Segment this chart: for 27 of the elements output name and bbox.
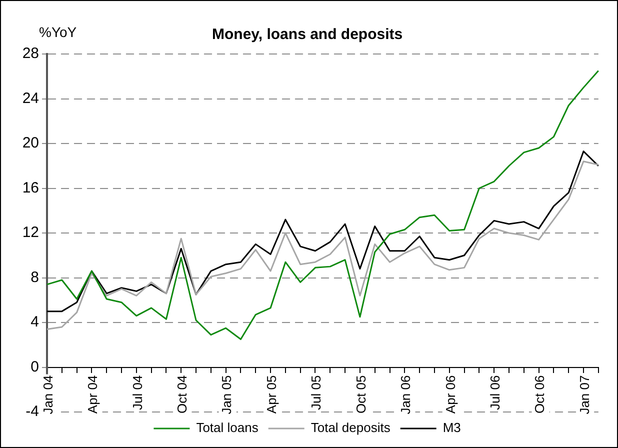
x-tick-label: Jan 07 xyxy=(576,375,592,414)
y-tick-label: -4 xyxy=(26,403,39,420)
y-tick-label: 24 xyxy=(22,90,39,107)
legend-label: M3 xyxy=(442,420,461,436)
x-tick-label: Apr 05 xyxy=(264,375,279,414)
legend-label: Total deposits xyxy=(310,420,391,436)
x-tick-label: Jan 06 xyxy=(398,375,414,414)
x-tick-label: Jul 04 xyxy=(130,375,145,410)
y-tick-label: 12 xyxy=(22,224,39,242)
x-tick-label: Apr 06 xyxy=(442,375,458,414)
x-tick-label: Jan 04 xyxy=(40,375,56,414)
x-tick-label: Oct 06 xyxy=(532,375,548,414)
y-tick-label: 0 xyxy=(30,358,39,376)
y-axis-title: %YoY xyxy=(39,24,78,40)
y-tick-label: 8 xyxy=(30,268,39,286)
x-tick-label: Oct 04 xyxy=(174,375,190,414)
y-tick-label: 28 xyxy=(22,45,39,62)
x-tick-label: Apr 04 xyxy=(85,375,100,414)
x-tick-label: Jul 05 xyxy=(308,375,324,410)
chart-title: Money, loans and deposits xyxy=(212,26,403,44)
legend-label: Total loans xyxy=(196,420,259,436)
x-tick-label: Jul 06 xyxy=(487,375,502,410)
y-tick-label: 4 xyxy=(30,314,39,331)
x-tick-label: Oct 05 xyxy=(353,375,368,414)
x-tick-label: Jan 05 xyxy=(219,375,234,414)
y-tick-label: 20 xyxy=(22,134,39,152)
y-tick-label: 16 xyxy=(22,179,39,196)
